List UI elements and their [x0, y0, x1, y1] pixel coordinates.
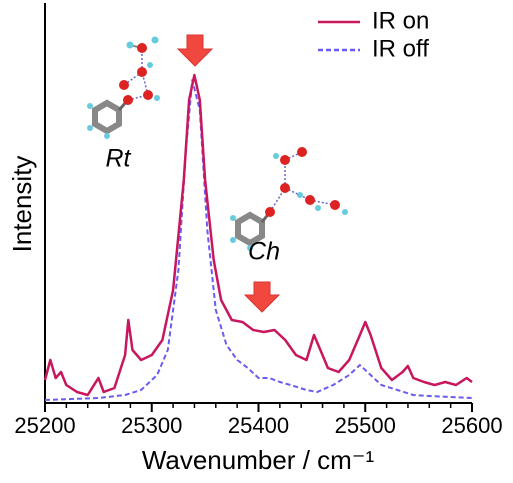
legend-label: IR on: [372, 7, 429, 34]
molecule-ch: [230, 147, 348, 251]
arrow: [178, 35, 212, 66]
x-tick-label: 25400: [228, 413, 289, 438]
arrow: [245, 282, 279, 312]
legend-label: IR off: [372, 35, 429, 62]
annotation: Ch: [248, 238, 280, 266]
chart: Rt Ch Wavenumber / cm⁻¹ Intensity 25200 2…: [0, 0, 513, 478]
x-tick-label: 25300: [121, 413, 182, 438]
molecule-rt: [87, 37, 160, 140]
x-tick-label: 25600: [441, 413, 502, 438]
annotation: Rt: [106, 145, 132, 173]
y-axis-label: Intensity: [7, 156, 37, 253]
x-tick-label: 25200: [14, 413, 75, 438]
x-axis-label: Wavenumber / cm⁻¹: [142, 445, 375, 475]
x-tick-label: 25500: [335, 413, 396, 438]
